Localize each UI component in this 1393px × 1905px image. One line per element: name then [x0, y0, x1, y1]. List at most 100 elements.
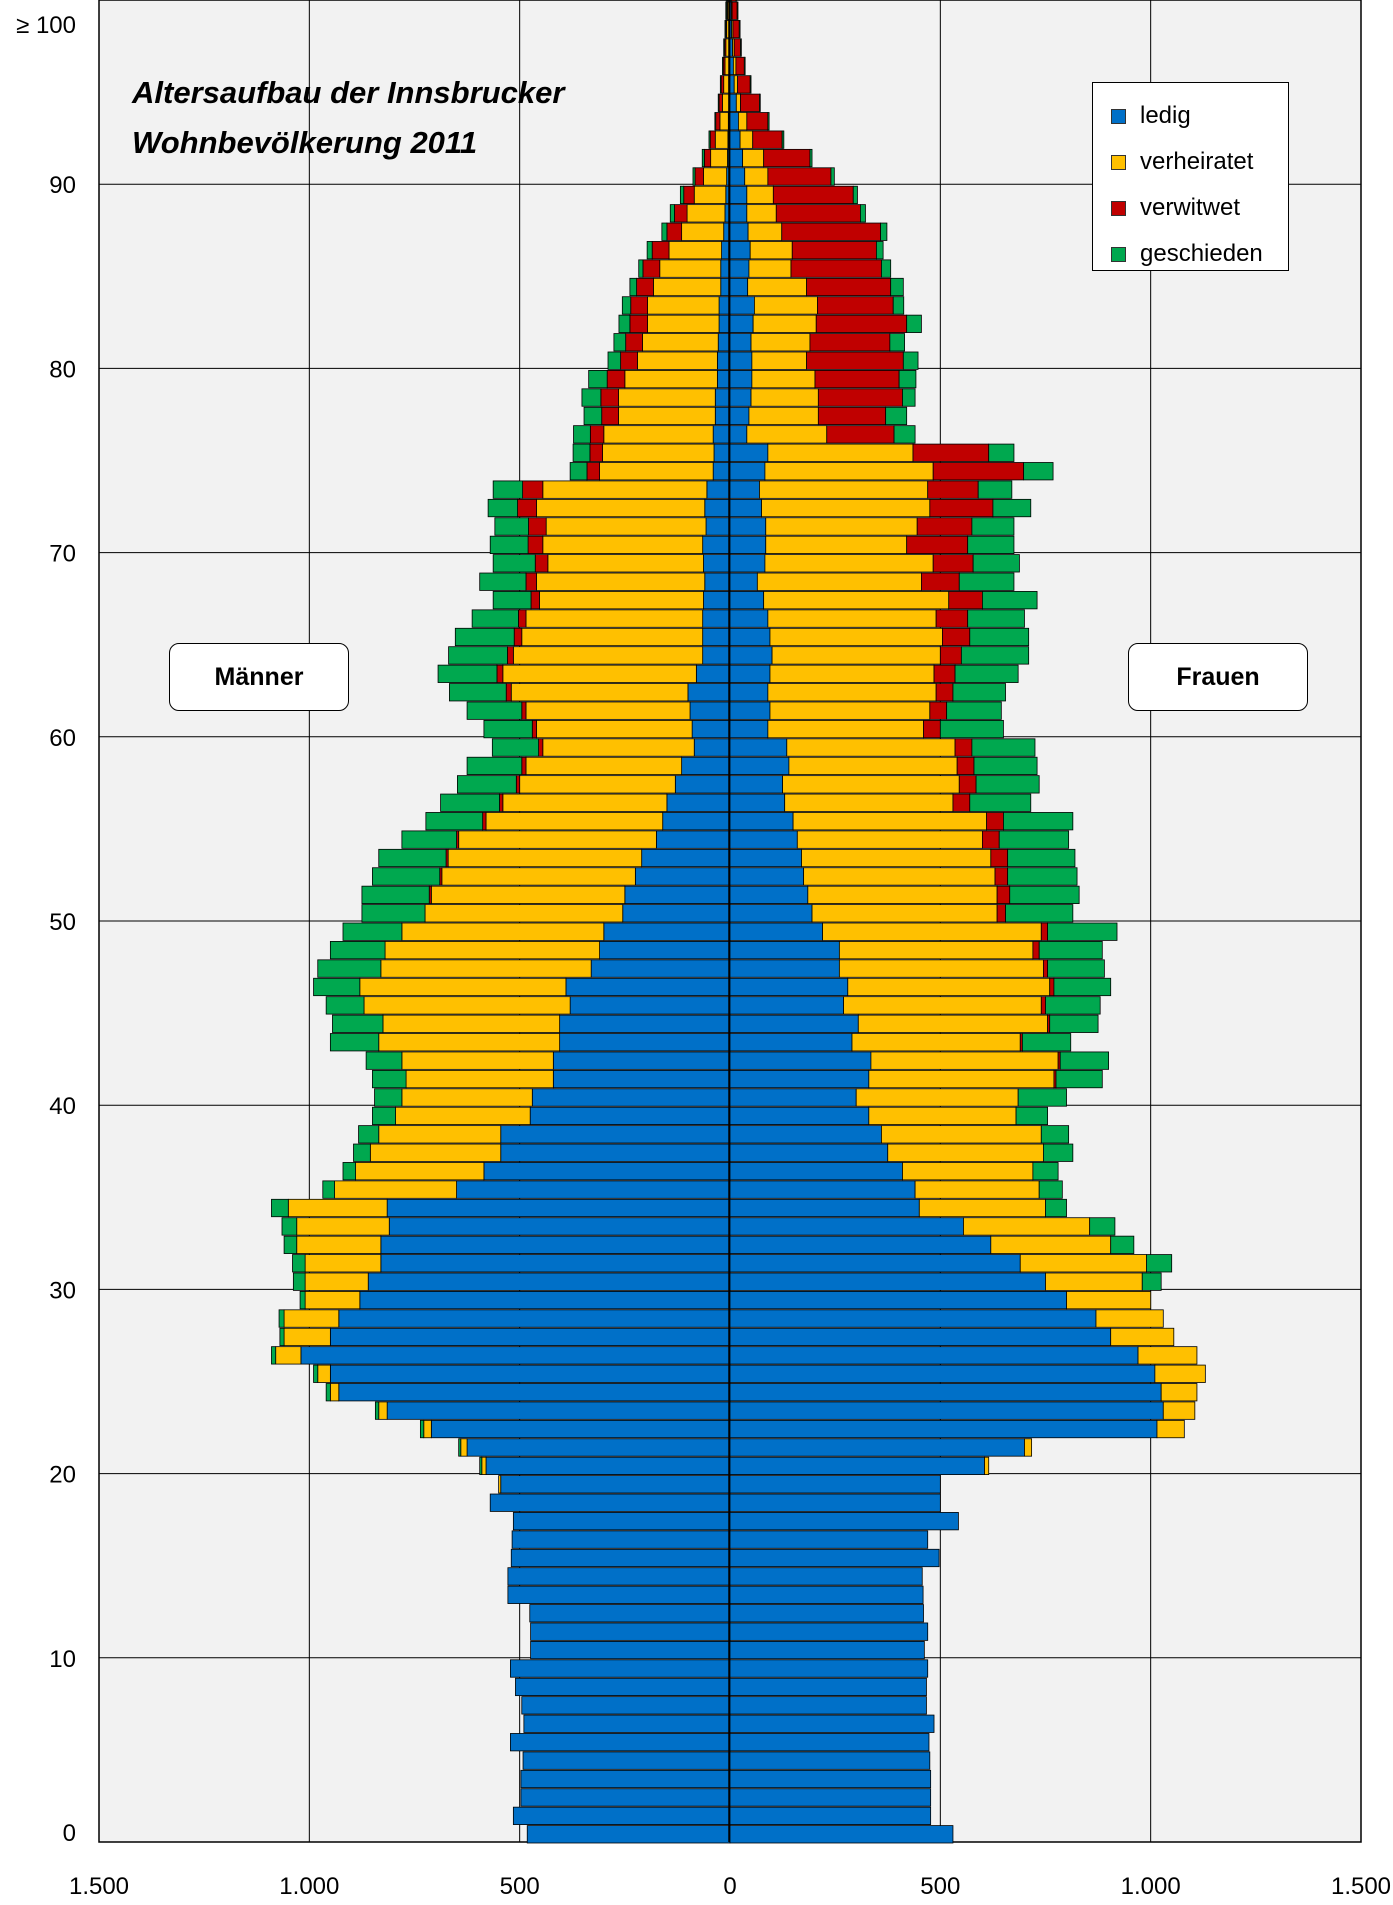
bar-women-ledig-age-72: [729, 498, 762, 518]
bar-men-ledig-age-14: [507, 1567, 731, 1586]
bar-women-verwitwet-age-92: [752, 130, 783, 149]
bar-women-verheiratet-age-83: [753, 296, 818, 315]
bar-men-verwitwet-age-67: [530, 591, 540, 610]
bar-women-ledig-age-86: [729, 241, 751, 260]
y-tick-label: ≥ 100: [16, 12, 76, 39]
bar-men-verwitwet-age-57: [515, 775, 521, 794]
bar-women-verheiratet-age-88: [746, 204, 777, 223]
bar-men-geschieden-age-29: [299, 1291, 306, 1310]
bar-women-ledig-age-82: [729, 314, 754, 333]
bar-women-geschieden-age-73: [977, 480, 1013, 499]
bar-women-verwitwet-age-78: [817, 388, 903, 407]
bar-men-geschieden-age-86: [646, 241, 653, 260]
bar-men-ledig-age-31: [380, 1254, 731, 1273]
bar-women-verwitwet-age-49: [1040, 922, 1049, 941]
bar-men-ledig-age-25: [329, 1364, 731, 1383]
bar-women-geschieden-age-75: [988, 443, 1015, 462]
bar-men-ledig-age-57: [674, 775, 731, 794]
bar-men-geschieden-age-75: [572, 443, 591, 462]
bar-men-ledig-age-71: [705, 517, 731, 536]
bar-women-geschieden-age-86: [875, 241, 884, 260]
bar-men-verheiratet-age-57: [519, 775, 676, 794]
bar-women-ledig-age-42: [729, 1051, 872, 1070]
bar-men-ledig-age-61: [689, 701, 731, 720]
bar-men-ledig-age-55: [662, 812, 731, 831]
bar-men-verheiratet-age-67: [539, 591, 704, 610]
bar-men-verheiratet-age-66: [525, 609, 704, 628]
bar-women-ledig-age-0: [729, 1825, 954, 1844]
bar-women-ledig-age-93: [729, 112, 739, 131]
bar-men-verheiratet-age-64: [512, 646, 704, 665]
bar-men-verwitwet-age-88: [674, 204, 688, 223]
bar-women-verheiratet-age-38: [881, 1125, 1042, 1144]
bar-men-verwitwet-age-73: [522, 480, 544, 499]
legend-item-ledig: ledig: [1111, 93, 1288, 139]
bar-women-geschieden-age-94: [759, 93, 761, 112]
bar-women-verwitwet-age-89: [772, 185, 854, 205]
bar-women-ledig-age-57: [729, 775, 783, 794]
bar-men-geschieden-age-31: [292, 1254, 306, 1273]
bar-women-verwitwet-age-62: [935, 683, 954, 702]
y-tick-label: 80: [49, 356, 76, 383]
bar-women-verwitwet-age-86: [791, 241, 877, 260]
bar-men-ledig-age-62: [687, 683, 731, 702]
bar-women-ledig-age-53: [729, 848, 802, 868]
bar-men-geschieden-age-60: [483, 719, 533, 739]
bar-women-ledig-age-58: [729, 756, 790, 776]
bar-women-ledig-age-40: [729, 1088, 857, 1107]
bar-men-verheiratet-age-80: [637, 351, 718, 370]
bar-men-verheiratet-age-39: [395, 1106, 531, 1126]
bar-men-ledig-age-6: [523, 1714, 731, 1733]
bar-women-verwitwet-age-63: [933, 664, 956, 683]
bar-women-geschieden-age-77: [885, 406, 908, 426]
bar-women-ledig-age-41: [729, 1069, 870, 1089]
bar-women-verheiratet-age-35: [914, 1180, 1040, 1199]
bar-women-geschieden-age-54: [998, 830, 1070, 849]
bar-women-geschieden-age-40: [1017, 1088, 1067, 1107]
y-tick-label: 70: [49, 541, 76, 568]
bar-men-geschieden-age-67: [492, 591, 532, 610]
bar-women-geschieden-age-31: [1146, 1254, 1173, 1273]
bar-women-geschieden-age-61: [946, 701, 1002, 720]
x-tick-label: 1.000: [279, 1873, 339, 1900]
bar-men-geschieden-age-87: [661, 222, 668, 241]
legend-swatch-verwitwet: [1111, 200, 1126, 216]
bar-men-geschieden-age-20: [479, 1456, 483, 1476]
bar-women-verheiratet-age-47: [838, 959, 1044, 978]
bar-women-geschieden-age-74: [1023, 462, 1054, 481]
bar-men-verwitwet-age-76: [589, 425, 605, 444]
bar-men-verheiratet-age-85: [659, 259, 722, 278]
bar-women-ledig-age-5: [729, 1733, 930, 1752]
bar-men-ledig-age-17: [512, 1512, 731, 1531]
bar-men-verheiratet-age-94: [722, 93, 730, 112]
bar-women-geschieden-age-79: [898, 369, 917, 389]
bar-men-ledig-age-35: [456, 1180, 731, 1199]
bar-women-verheiratet-age-90: [744, 167, 769, 186]
bar-men-geschieden-age-32: [283, 1235, 298, 1254]
bar-women-ledig-age-89: [729, 185, 748, 205]
bar-men-geschieden-age-83: [621, 296, 632, 315]
bar-women-geschieden-age-63: [954, 664, 1019, 683]
bar-women-verheiratet-age-30: [1045, 1272, 1143, 1291]
bar-women-geschieden-age-57: [975, 775, 1040, 794]
bar-women-verheiratet-age-85: [748, 259, 792, 278]
bar-women-verwitwet-age-79: [814, 369, 900, 389]
bar-women-verwitwet-age-81: [809, 333, 891, 352]
bar-women-geschieden-age-33: [1089, 1217, 1116, 1236]
bar-men-verheiratet-age-35: [334, 1180, 457, 1199]
bar-men-verwitwet-age-60: [531, 719, 537, 739]
bar-men-ledig-age-37: [500, 1143, 731, 1162]
bar-men-ledig-age-80: [716, 351, 731, 370]
bar-men-verheiratet-age-58: [525, 756, 683, 776]
bar-men-verheiratet-age-62: [510, 683, 689, 702]
bar-men-geschieden-age-52: [372, 867, 441, 886]
bar-men-ledig-age-65: [702, 627, 731, 647]
bar-women-verheiratet-age-87: [747, 222, 783, 241]
bar-men-verwitwet-age-86: [651, 241, 670, 260]
bar-women-geschieden-age-89: [852, 185, 858, 205]
bar-women-verheiratet-age-31: [1019, 1254, 1147, 1273]
bar-women-geschieden-age-80: [902, 351, 919, 370]
bar-women-geschieden-age-78: [902, 388, 916, 407]
bar-women-geschieden-age-45: [1045, 996, 1101, 1015]
